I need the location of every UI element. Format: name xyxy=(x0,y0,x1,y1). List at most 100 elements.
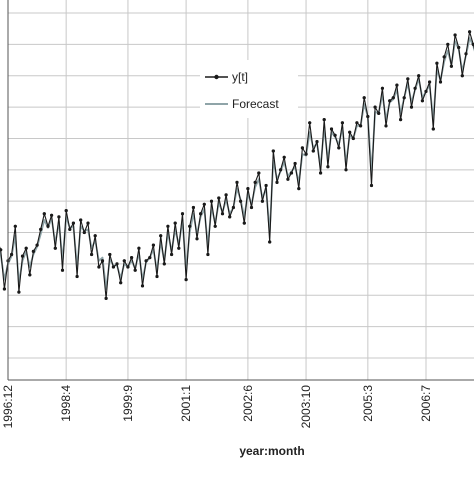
series-layer xyxy=(0,30,474,300)
data-point-marker xyxy=(384,124,388,128)
data-point-marker xyxy=(308,121,312,125)
data-point-marker xyxy=(188,224,192,228)
data-point-marker xyxy=(282,155,286,159)
data-point-marker xyxy=(413,86,417,90)
data-point-marker xyxy=(297,187,301,191)
data-point-marker xyxy=(246,187,250,191)
data-point-marker xyxy=(28,273,32,277)
data-point-marker xyxy=(439,80,442,84)
data-point-marker xyxy=(391,96,395,100)
data-point-marker xyxy=(377,111,381,115)
x-tick-labels: 1996:12 1998:4 1999:9 2001:1 2002:6 2003:10 20… xyxy=(1,385,433,429)
data-point-marker xyxy=(224,193,228,197)
data-point-marker xyxy=(119,281,123,285)
x-tick-label: 2005:3 xyxy=(361,385,375,422)
data-point-marker xyxy=(464,52,468,56)
data-point-marker xyxy=(141,284,144,288)
data-point-marker xyxy=(10,253,14,256)
data-point-marker xyxy=(279,168,283,172)
data-point-marker xyxy=(21,254,24,258)
data-point-marker xyxy=(268,240,272,244)
data-point-marker xyxy=(424,89,428,93)
data-point-marker xyxy=(148,256,152,260)
data-point-marker xyxy=(144,259,148,263)
data-point-marker xyxy=(199,212,203,216)
axes xyxy=(7,0,474,381)
data-point-marker xyxy=(420,99,424,103)
data-point-marker xyxy=(460,74,464,78)
data-point-marker xyxy=(355,121,359,125)
data-point-marker xyxy=(46,224,50,228)
data-point-marker xyxy=(231,206,235,209)
data-point-marker xyxy=(264,184,268,187)
data-point-marker xyxy=(351,137,355,140)
data-point-marker xyxy=(24,246,28,250)
data-point-marker xyxy=(431,127,435,131)
data-point-marker xyxy=(260,199,264,203)
data-point-marker xyxy=(90,253,94,256)
data-point-marker xyxy=(50,213,54,217)
data-point-marker xyxy=(210,199,213,203)
data-point-marker xyxy=(370,184,373,187)
legend-label-forecast: Forecast xyxy=(232,97,279,111)
data-point-marker xyxy=(61,268,64,272)
data-point-marker xyxy=(31,249,35,253)
x-tick-label: 2003:10 xyxy=(299,385,313,429)
data-point-marker xyxy=(86,221,90,225)
data-point-marker xyxy=(2,287,6,291)
data-point-marker xyxy=(173,221,177,225)
data-point-marker xyxy=(242,221,246,225)
data-point-marker xyxy=(239,199,243,203)
data-point-marker xyxy=(304,152,308,156)
x-tick-label: 2001:1 xyxy=(179,385,193,422)
data-point-marker xyxy=(235,180,239,184)
x-axis-title: year:month xyxy=(239,444,304,458)
data-point-marker xyxy=(315,140,319,144)
data-point-marker xyxy=(137,246,141,250)
data-point-marker xyxy=(42,212,46,216)
data-point-marker xyxy=(344,168,348,172)
data-point-marker xyxy=(177,246,181,250)
data-point-marker xyxy=(213,224,217,228)
data-point-marker xyxy=(79,218,83,222)
x-tick-label: 2002:6 xyxy=(241,385,255,422)
legend: y[t] Forecast xyxy=(200,60,298,118)
data-point-marker xyxy=(333,133,337,137)
data-point-marker xyxy=(64,209,68,213)
data-point-marker xyxy=(162,262,166,266)
data-point-marker xyxy=(446,42,450,46)
data-point-marker xyxy=(126,265,130,269)
data-point-marker xyxy=(322,118,326,122)
data-point-marker xyxy=(122,259,126,263)
data-point-marker xyxy=(93,234,97,238)
data-point-marker xyxy=(115,262,119,266)
data-point-marker xyxy=(108,253,112,256)
data-point-marker xyxy=(293,162,297,165)
data-point-marker xyxy=(471,42,474,46)
data-point-marker xyxy=(0,248,3,252)
data-point-marker xyxy=(428,80,432,84)
data-point-marker xyxy=(151,243,155,247)
legend-marker-yt xyxy=(214,74,219,80)
data-point-marker xyxy=(406,77,410,81)
data-point-marker xyxy=(195,237,199,241)
data-point-marker xyxy=(380,86,384,90)
data-point-marker xyxy=(71,221,75,225)
data-point-marker xyxy=(300,146,304,150)
data-point-marker xyxy=(453,33,457,37)
data-point-marker xyxy=(449,64,453,68)
x-tick-label: 1996:12 xyxy=(1,385,15,429)
data-point-marker xyxy=(442,55,446,59)
data-point-marker xyxy=(410,105,413,109)
data-point-marker xyxy=(417,74,421,78)
data-point-marker xyxy=(319,171,323,175)
data-point-marker xyxy=(206,253,210,256)
data-point-marker xyxy=(435,61,439,65)
data-point-marker xyxy=(35,243,39,247)
data-point-marker xyxy=(217,196,221,200)
data-point-marker xyxy=(166,224,170,228)
data-point-marker xyxy=(250,206,253,209)
data-point-marker xyxy=(202,202,206,206)
data-point-marker xyxy=(39,227,43,231)
